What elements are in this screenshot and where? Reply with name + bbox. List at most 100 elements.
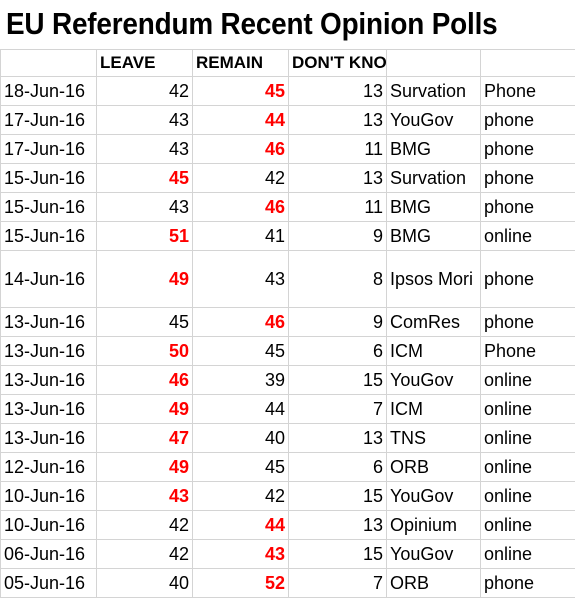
mode-cell: phone — [481, 308, 575, 337]
dont-know-cell: 8 — [289, 251, 387, 308]
dont-know-cell: 13 — [289, 511, 387, 540]
dont-know-cell: 13 — [289, 77, 387, 106]
header-row: LEAVE REMAIN DON'T KNOW — [1, 50, 575, 77]
date-cell: 06-Jun-16 — [1, 540, 97, 569]
date-cell: 05-Jun-16 — [1, 569, 97, 598]
remain-cell: 42 — [193, 164, 289, 193]
remain-cell: 43 — [193, 251, 289, 308]
mode-cell: phone — [481, 106, 575, 135]
mode-cell: phone — [481, 251, 575, 308]
date-cell: 13-Jun-16 — [1, 395, 97, 424]
dont-know-cell: 9 — [289, 222, 387, 251]
date-cell: 13-Jun-16 — [1, 337, 97, 366]
mode-cell: online — [481, 482, 575, 511]
date-cell: 17-Jun-16 — [1, 135, 97, 164]
mode-cell: online — [481, 395, 575, 424]
leave-cell: 43 — [97, 482, 193, 511]
leave-cell: 43 — [97, 193, 193, 222]
mode-cell: online — [481, 511, 575, 540]
dont-know-cell: 6 — [289, 453, 387, 482]
pollster-cell: BMG — [387, 135, 481, 164]
remain-cell: 44 — [193, 395, 289, 424]
header-leave: LEAVE — [97, 50, 193, 77]
polls-table: LEAVE REMAIN DON'T KNOW 18-Jun-16424513S… — [0, 49, 575, 598]
leave-cell: 42 — [97, 77, 193, 106]
remain-cell: 42 — [193, 482, 289, 511]
dont-know-cell: 15 — [289, 366, 387, 395]
mode-cell: online — [481, 366, 575, 395]
pollster-cell: ORB — [387, 453, 481, 482]
date-cell: 13-Jun-16 — [1, 308, 97, 337]
leave-cell: 46 — [97, 366, 193, 395]
remain-cell: 52 — [193, 569, 289, 598]
dont-know-cell: 13 — [289, 164, 387, 193]
date-cell: 15-Jun-16 — [1, 222, 97, 251]
remain-cell: 43 — [193, 540, 289, 569]
dont-know-cell: 11 — [289, 135, 387, 164]
dont-know-cell: 15 — [289, 540, 387, 569]
remain-cell: 46 — [193, 193, 289, 222]
pollster-cell: Opinium — [387, 511, 481, 540]
date-cell: 18-Jun-16 — [1, 77, 97, 106]
pollster-cell: Survation — [387, 77, 481, 106]
leave-cell: 43 — [97, 135, 193, 164]
mode-cell: phone — [481, 164, 575, 193]
leave-cell: 50 — [97, 337, 193, 366]
leave-cell: 49 — [97, 395, 193, 424]
leave-cell: 43 — [97, 106, 193, 135]
leave-cell: 51 — [97, 222, 193, 251]
dont-know-cell: 11 — [289, 193, 387, 222]
remain-cell: 44 — [193, 511, 289, 540]
mode-cell: phone — [481, 135, 575, 164]
leave-cell: 40 — [97, 569, 193, 598]
pollster-cell: YouGov — [387, 482, 481, 511]
remain-cell: 46 — [193, 135, 289, 164]
remain-cell: 45 — [193, 453, 289, 482]
date-cell: 14-Jun-16 — [1, 251, 97, 308]
dont-know-cell: 15 — [289, 482, 387, 511]
date-cell: 13-Jun-16 — [1, 366, 97, 395]
dont-know-cell: 13 — [289, 106, 387, 135]
pollster-cell: YouGov — [387, 366, 481, 395]
header-date — [1, 50, 97, 77]
date-cell: 10-Jun-16 — [1, 511, 97, 540]
pollster-cell: ComRes — [387, 308, 481, 337]
date-cell: 17-Jun-16 — [1, 106, 97, 135]
remain-cell: 45 — [193, 337, 289, 366]
mode-cell: Phone — [481, 77, 575, 106]
pollster-cell: ICM — [387, 395, 481, 424]
date-cell: 15-Jun-16 — [1, 193, 97, 222]
remain-cell: 44 — [193, 106, 289, 135]
pollster-cell: Survation — [387, 164, 481, 193]
pollster-cell: ICM — [387, 337, 481, 366]
mode-cell: online — [481, 222, 575, 251]
header-remain: REMAIN — [193, 50, 289, 77]
pollster-cell: ORB — [387, 569, 481, 598]
dont-know-cell: 6 — [289, 337, 387, 366]
mode-cell: phone — [481, 569, 575, 598]
pollster-cell: YouGov — [387, 540, 481, 569]
pollster-cell: BMG — [387, 193, 481, 222]
date-cell: 13-Jun-16 — [1, 424, 97, 453]
date-cell: 12-Jun-16 — [1, 453, 97, 482]
remain-cell: 40 — [193, 424, 289, 453]
dont-know-cell: 13 — [289, 424, 387, 453]
pollster-cell: TNS — [387, 424, 481, 453]
mode-cell: Phone — [481, 337, 575, 366]
page-title: EU Referendum Recent Opinion Polls — [6, 4, 498, 44]
mode-cell: phone — [481, 193, 575, 222]
header-dont-know: DON'T KNOW — [289, 50, 387, 77]
